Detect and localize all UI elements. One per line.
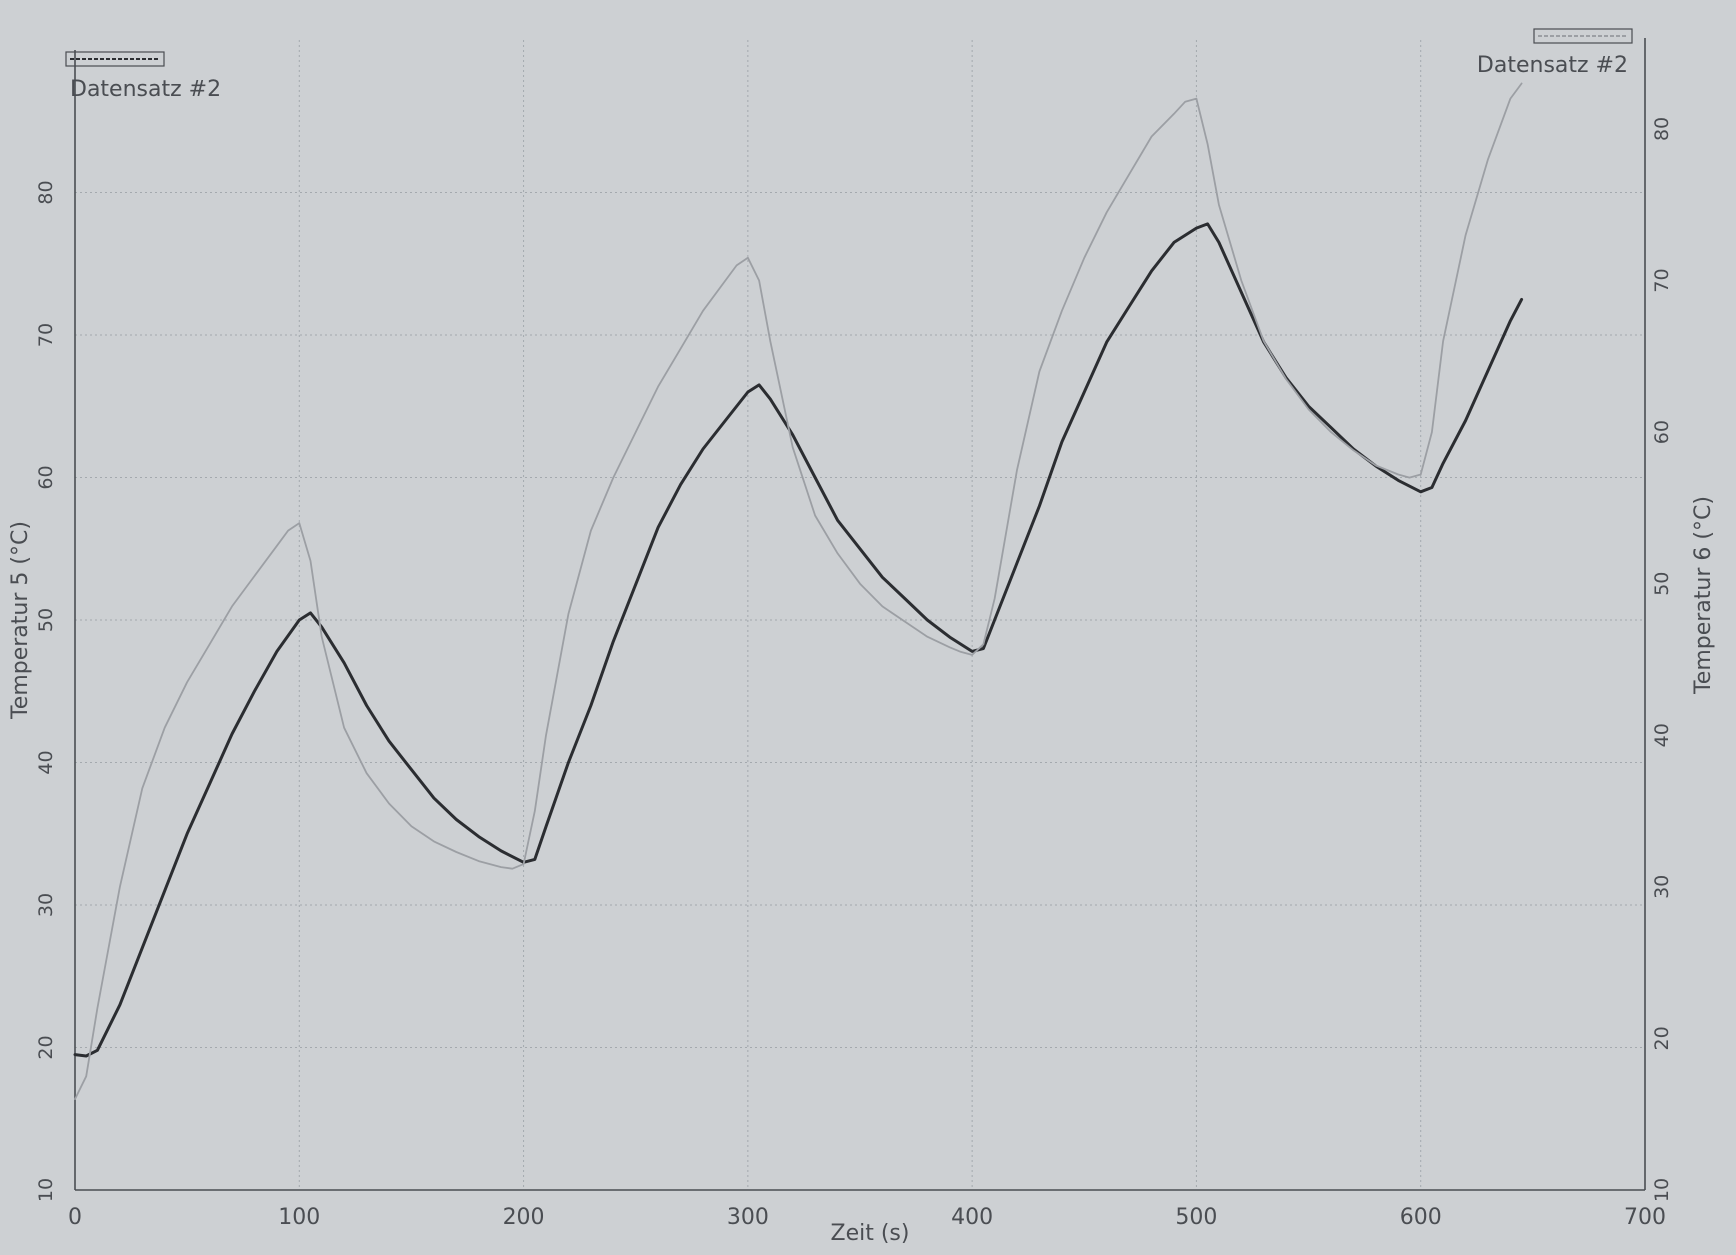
right-y-tick-label: 10 <box>1651 1178 1673 1202</box>
legend-left-label: Datensatz #2 <box>70 77 221 102</box>
legend-right-swatch-box <box>1533 28 1633 44</box>
series-line-right <box>74 82 1523 1100</box>
series <box>73 82 1524 1100</box>
left-y-axis-title: Temperatur 5 (°C) <box>8 521 33 720</box>
x-tick-label: 100 <box>278 1205 320 1230</box>
x-axis-title: Zeit (s) <box>831 1221 910 1246</box>
left-y-tick-labels: 10 20 30 40 50 60 70 80 <box>35 180 57 1202</box>
right-y-tick-label: 40 <box>1651 723 1673 747</box>
left-y-tick-label: 60 <box>35 465 57 489</box>
left-y-tick-label: 20 <box>35 1035 57 1059</box>
x-tick-label: 0 <box>68 1205 82 1230</box>
right-y-tick-label: 20 <box>1651 1026 1673 1050</box>
axes <box>74 38 1646 1191</box>
x-tick-label: 700 <box>1624 1205 1666 1230</box>
left-y-tick-label: 40 <box>35 750 57 774</box>
right-y-tick-label: 80 <box>1651 117 1673 141</box>
x-tick-label: 400 <box>951 1205 993 1230</box>
right-y-axis-title: Temperatur 6 (°C) <box>1691 496 1716 695</box>
x-tick-label: 500 <box>1175 1205 1217 1230</box>
left-y-tick-label: 50 <box>35 608 57 632</box>
x-tick-label: 600 <box>1400 1205 1442 1230</box>
legend-right: Datensatz #2 <box>1477 28 1633 78</box>
legend-left: Datensatz #2 <box>65 51 221 102</box>
legend-right-label: Datensatz #2 <box>1477 53 1628 78</box>
right-y-tick-label: 60 <box>1651 420 1673 444</box>
x-tick-label: 300 <box>727 1205 769 1230</box>
right-y-tick-label: 70 <box>1651 268 1673 292</box>
right-y-tick-label: 30 <box>1651 875 1673 899</box>
left-y-tick-label: 70 <box>35 323 57 347</box>
left-y-tick-label: 10 <box>35 1178 57 1202</box>
left-y-tick-label: 80 <box>35 180 57 204</box>
series-line-left <box>73 222 1524 1058</box>
legend-left-swatch-box <box>65 51 165 67</box>
x-tick-label: 200 <box>503 1205 545 1230</box>
right-y-tick-label: 50 <box>1651 572 1673 596</box>
right-y-tick-labels: 10 20 30 40 50 60 70 80 <box>1651 117 1673 1202</box>
x-tick-labels: 0 100 200 300 400 500 600 700 <box>68 1205 1666 1230</box>
left-y-tick-label: 30 <box>35 893 57 917</box>
